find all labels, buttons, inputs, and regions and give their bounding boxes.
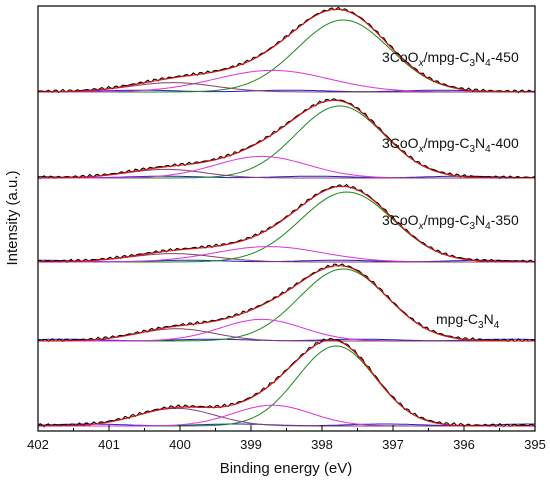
envelope-fit	[38, 185, 535, 263]
label-text: 3CoO	[382, 212, 419, 228]
label-text: /mpg-C	[424, 49, 470, 65]
background-line	[38, 175, 535, 179]
label-text: 3CoO	[382, 135, 419, 151]
label-text: mpg-C	[436, 311, 478, 327]
label-subscript: 4	[494, 320, 500, 331]
label-text: N	[475, 212, 485, 228]
fit-component-component_399	[38, 404, 535, 427]
measured-spectrum	[37, 263, 536, 343]
spectrum-panel: mpg-C3N4	[37, 311, 536, 428]
label-subscript: 3	[469, 58, 475, 69]
x-tick-label: 396	[453, 437, 475, 452]
x-tick-label: 400	[169, 437, 191, 452]
x-tick-label: 401	[98, 437, 120, 452]
spectrum-panel: 3CoOx/mpg-C3N4-350	[37, 212, 536, 343]
label-text: -400	[491, 135, 519, 151]
envelope-fit	[38, 339, 535, 427]
spectrum-panel: 3CoOx/mpg-C3N4-400	[37, 135, 536, 264]
x-tick-label: 399	[240, 437, 262, 452]
fit-component-component_398	[38, 345, 535, 427]
label-text: N	[484, 311, 494, 327]
panel-label: 3CoOx/mpg-C3N4-350	[382, 212, 519, 232]
spectrum-panel: 3CoOx/mpg-C3N4-400R	[37, 6, 536, 94]
x-tick-label: 402	[27, 437, 49, 452]
fit-component-component_399	[38, 246, 535, 263]
envelope-fit	[38, 265, 535, 342]
label-subscript: x	[418, 221, 425, 232]
label-text: 3CoO	[382, 49, 419, 65]
envelope-fit	[38, 99, 535, 179]
label-subscript: 4	[485, 221, 491, 232]
label-subscript: 4	[485, 144, 491, 155]
panel-label: mpg-C3N4	[436, 311, 500, 331]
label-text: N	[475, 49, 485, 65]
x-axis-label: Binding energy (eV)	[220, 460, 353, 477]
panel-label: 3CoOx/mpg-C3N4-400	[382, 135, 519, 155]
label-subscript: 3	[469, 221, 475, 232]
label-subscript: 3	[469, 144, 475, 155]
fit-component-component_398	[38, 268, 535, 342]
label-subscript: x	[418, 144, 425, 155]
x-tick-label: 398	[311, 437, 333, 452]
envelope-fit	[38, 8, 535, 93]
fit-component-component_400	[38, 82, 535, 93]
label-subscript: 4	[485, 58, 491, 69]
label-text: -350	[491, 212, 519, 228]
panel-label: 3CoOx/mpg-C3N4-450	[382, 49, 519, 69]
background-line	[38, 89, 536, 93]
label-text: /mpg-C	[424, 212, 470, 228]
y-axis-label: Intensity (a.u.)	[4, 170, 21, 265]
measured-spectrum	[37, 337, 536, 428]
label-text: /mpg-C	[424, 135, 470, 151]
x-axis-ticks: 402 401 400 399 398 397 396 395	[27, 425, 546, 452]
label-text: N	[475, 135, 485, 151]
x-tick-label: 395	[524, 437, 546, 452]
label-subscript: 3	[478, 320, 484, 331]
x-tick-label: 397	[382, 437, 404, 452]
panels-layer: 3CoOx/mpg-C3N4-400R3CoOx/mpg-C3N4-4503Co…	[37, 6, 536, 428]
spectrum-panel: 3CoOx/mpg-C3N4-450	[37, 49, 536, 180]
label-subscript: x	[418, 58, 425, 69]
measured-spectrum	[37, 183, 536, 264]
label-text: -450	[491, 49, 519, 65]
